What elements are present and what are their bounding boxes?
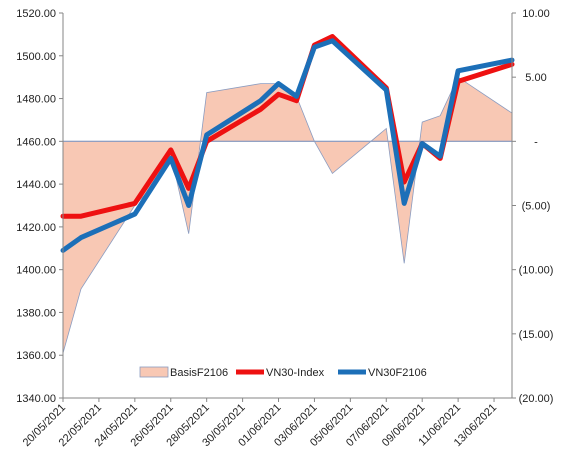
legend-label-vn30f2106: VN30F2106 (368, 367, 427, 379)
legend-label-vn30-index: VN30-Index (266, 367, 325, 379)
left-axis-tick-label: 1440.00 (16, 179, 56, 191)
legend-label-basisf2106: BasisF2106 (170, 367, 228, 379)
left-axis-tick-label: 1340.00 (16, 393, 56, 405)
left-axis-tick-label: 1460.00 (16, 136, 56, 148)
line-layer (60, 34, 515, 253)
left-axis-tick-label: 1380.00 (16, 307, 56, 319)
right-axis-tick-label: (20.00) (519, 393, 554, 405)
left-axis-tick-label: 1400.00 (16, 265, 56, 277)
legend: BasisF2106 VN30-Index VN30F2106 (139, 366, 427, 379)
right-axis-tick-label: - (534, 136, 538, 148)
series-line-vn30f2106 (60, 38, 515, 253)
right-axis-tick-label: (15.00) (519, 329, 554, 341)
right-axis-tick-label: (5.00) (522, 201, 551, 213)
right-axis-tick-label: 10.00 (522, 8, 550, 20)
left-axis-tick-label: 1420.00 (16, 222, 56, 234)
left-axis-tick-label: 1520.00 (16, 8, 56, 20)
left-axis-tick-label: 1360.00 (16, 350, 56, 362)
left-axis-tick-label: 1500.00 (16, 51, 56, 63)
right-axis-tick-label: 5.00 (525, 72, 546, 84)
left-axis-tick-label: 1480.00 (16, 94, 56, 106)
right-axis-tick-label: (10.00) (519, 265, 554, 277)
legend-swatch-basisf2106 (139, 366, 169, 378)
